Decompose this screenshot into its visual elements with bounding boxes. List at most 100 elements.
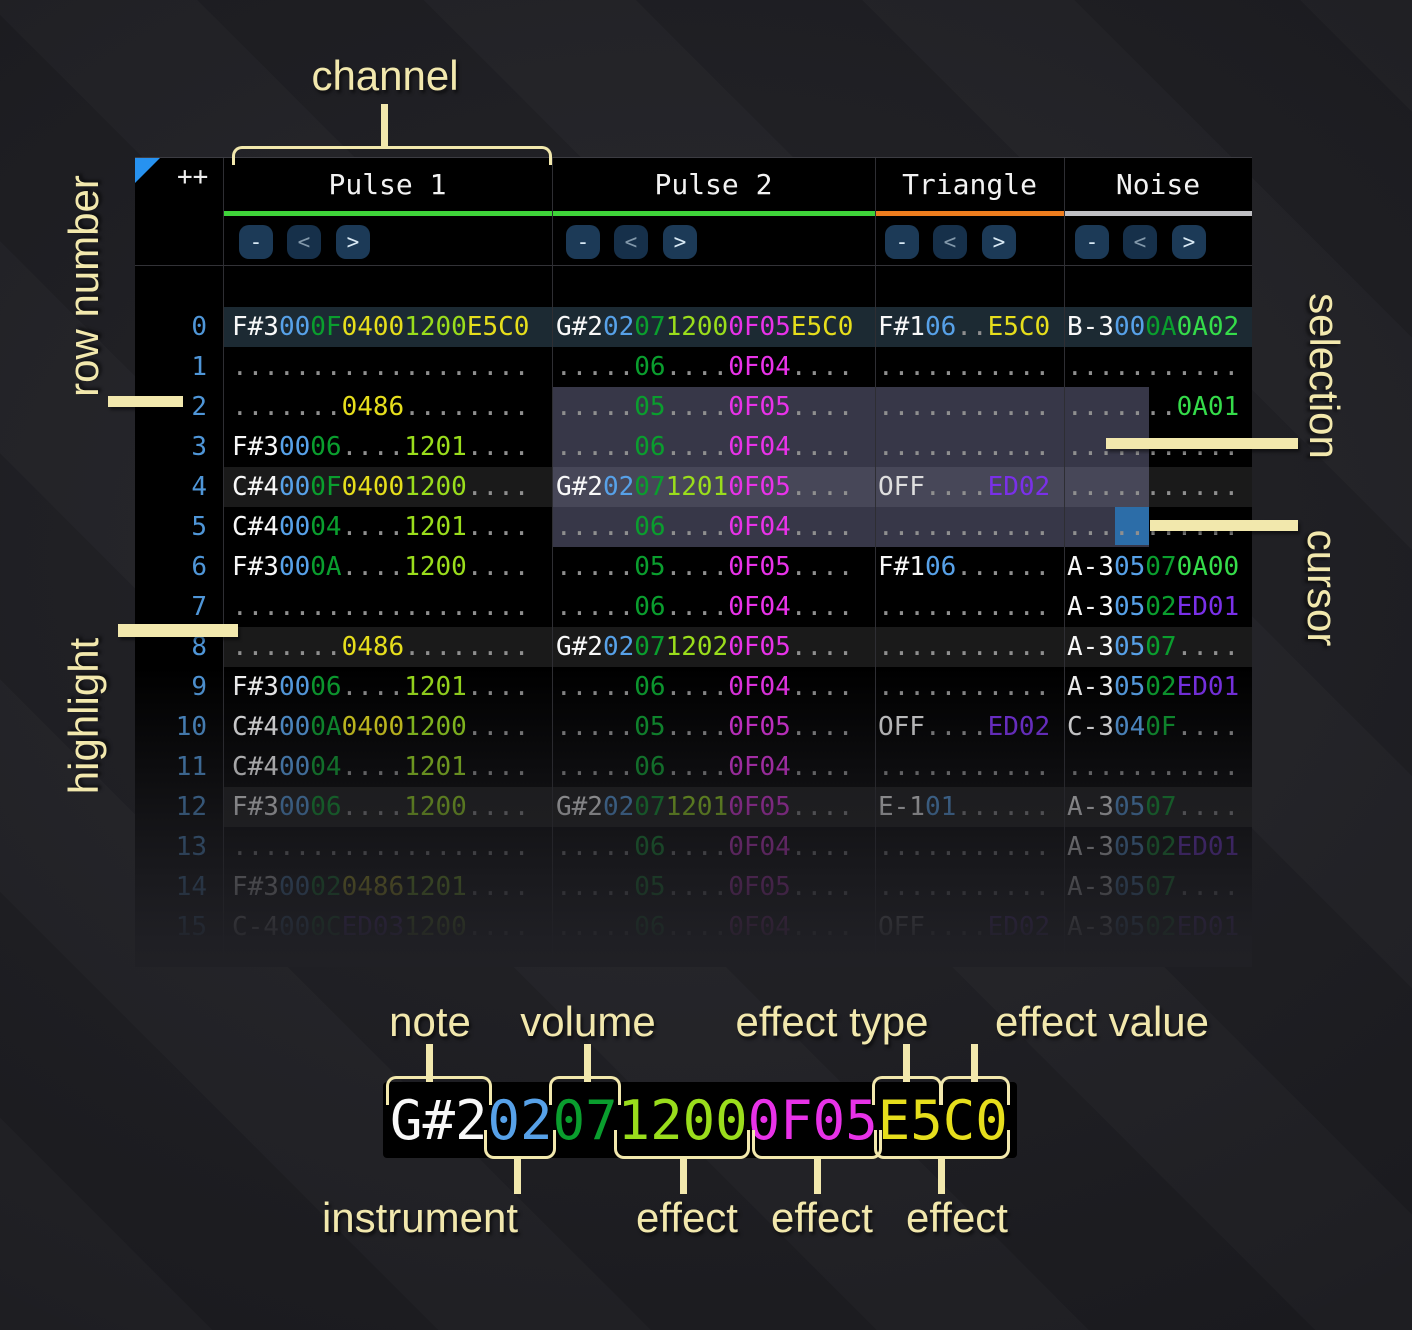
pattern-cell-p1[interactable]: F#3000F04001200E5C0: [232, 307, 529, 347]
pattern-cell-tri[interactable]: ...........: [878, 387, 1050, 427]
pattern-cell-p1[interactable]: F#30006....1201....: [232, 427, 529, 467]
pattern-segment-fm: 0F05: [728, 472, 791, 502]
pattern-cell-p1[interactable]: ...................: [232, 347, 529, 387]
header-divider: [135, 265, 1252, 266]
channel-prev-button[interactable]: <: [287, 225, 321, 259]
pattern-segment-dot: ....: [665, 432, 729, 462]
channel-remove-button[interactable]: -: [885, 225, 919, 259]
pattern-cell-p1[interactable]: C#4000F04001200....: [232, 467, 529, 507]
pattern-segment-note: F#3: [232, 432, 279, 462]
channel-next-button[interactable]: >: [1172, 225, 1206, 259]
pattern-cell-p2[interactable]: G#2020712020F05....: [556, 627, 853, 667]
label-selection: selection: [1301, 293, 1348, 459]
selection-pointer: [1106, 438, 1298, 449]
pattern-cell-p2[interactable]: .....05....0F05....: [556, 547, 853, 587]
pattern-segment-fy: 0400: [341, 312, 405, 342]
pattern-cell-tri[interactable]: F#106..E5C0: [878, 307, 1050, 347]
pattern-segment-dot: ....: [665, 592, 729, 622]
pattern-segment-dot: .....: [556, 432, 635, 462]
pattern-segment-dot: ...........: [878, 352, 1051, 382]
channel-remove-button[interactable]: -: [1075, 225, 1109, 259]
pattern-segment-fy: E5C0: [987, 312, 1051, 342]
pattern-cell-tri[interactable]: ...........: [878, 587, 1050, 627]
pattern-segment-vol: 05: [634, 552, 666, 582]
channel-prev-button[interactable]: <: [614, 225, 648, 259]
pattern-cell-tri[interactable]: F#106......: [878, 547, 1050, 587]
pattern-cell-noi[interactable]: B-3000A0A02: [1067, 307, 1239, 347]
pattern-cell-noi[interactable]: ...........: [1067, 347, 1239, 387]
pattern-segment-fm: 0F05: [728, 392, 791, 422]
pattern-cell-noi[interactable]: A-30507....: [1067, 627, 1239, 667]
pattern-cell-p1[interactable]: C#40004....1201....: [232, 507, 529, 547]
pattern-cell-p2[interactable]: G#2020712000F05E5C0: [556, 307, 853, 347]
channel-prev-button[interactable]: <: [1123, 225, 1157, 259]
pattern-cell-p2[interactable]: .....05....0F05....: [556, 387, 853, 427]
pattern-cell-p2[interactable]: G#2020712010F05....: [556, 467, 853, 507]
pattern-row-4: 4 C#4000F04001200.... G#2020712010F05.... O…: [135, 467, 1252, 507]
pattern-cell-p1[interactable]: .......0486........: [232, 627, 529, 667]
channel-header-noise[interactable]: Noise: [1115, 168, 1201, 201]
channel-next-button[interactable]: >: [982, 225, 1016, 259]
pattern-cell-noi[interactable]: ...........: [1067, 467, 1239, 507]
pattern-cell-p2[interactable]: .....06....0F04....: [556, 507, 853, 547]
pattern-segment-fy: 0486: [341, 392, 405, 422]
row-number: 0: [191, 312, 207, 342]
pattern-cell-p1[interactable]: F#3000A....1200....: [232, 547, 529, 587]
pattern-row-1: 1................... .....06....0F04.....…: [135, 347, 1252, 387]
pattern-segment-vol: 07: [1145, 552, 1177, 582]
pattern-segment-note: C#4: [232, 472, 279, 502]
pattern-cell-p2[interactable]: .....06....0F04....: [556, 587, 853, 627]
pattern-segment-note: A-3: [1067, 632, 1114, 662]
pattern-cell-tri[interactable]: ...........: [878, 427, 1050, 467]
volume-bracket: [549, 1076, 621, 1105]
pattern-cell-noi[interactable]: .......0A01: [1067, 387, 1239, 427]
pattern-cell-noi[interactable]: A-305070A00: [1067, 547, 1239, 587]
channel-remove-button[interactable]: -: [239, 225, 273, 259]
pattern-segment-dot: ....: [790, 552, 854, 582]
channel-header-pulse1[interactable]: Pulse 1: [328, 168, 447, 201]
pattern-segment-dot: ..: [956, 312, 988, 342]
pattern-segment-inst: 06: [924, 312, 957, 342]
pattern-segment-note: B-3: [1067, 312, 1114, 342]
pattern-row-6: 6 F#3000A....1200.... .....05....0F05.... F…: [135, 547, 1252, 587]
channel-pointer-stem: [381, 104, 388, 148]
pattern-segment-fm: 0F05: [728, 632, 791, 662]
pattern-cell-p2[interactable]: .....06....0F04....: [556, 347, 853, 387]
pattern-segment-inst: 00: [278, 472, 311, 502]
pattern-cell-noi[interactable]: A-30502ED01: [1067, 587, 1239, 627]
pattern-cell-p1[interactable]: ...................: [232, 587, 529, 627]
channel-next-button[interactable]: >: [336, 225, 370, 259]
expand-button[interactable]: ++: [177, 162, 209, 192]
channel-header-pulse2[interactable]: Pulse 2: [654, 168, 773, 201]
note-stem: [426, 1044, 433, 1082]
pattern-segment-dot: .....: [556, 392, 635, 422]
pattern-segment-note: G#2: [556, 632, 603, 662]
pattern-segment-vol: 06: [634, 432, 666, 462]
pattern-segment-dot: .......: [232, 632, 342, 662]
pattern-segment-fp: ED01: [1176, 592, 1240, 622]
pattern-cell-tri[interactable]: OFF....ED02: [878, 467, 1050, 507]
pattern-cell-p2[interactable]: .....06....0F04....: [556, 427, 853, 467]
channel-prev-button[interactable]: <: [933, 225, 967, 259]
pattern-segment-dot: ....: [466, 552, 530, 582]
pattern-segment-dot: ....: [341, 432, 405, 462]
channel-remove-button[interactable]: -: [566, 225, 600, 259]
pattern-segment-vol: 0F: [310, 312, 342, 342]
pattern-row-0: 0 F#3000F04001200E5C0 G#2020712000F05E5C0 F…: [135, 307, 1252, 347]
pattern-cell-tri[interactable]: ...........: [878, 507, 1050, 547]
row-highlight-major: [223, 307, 1252, 347]
channel-next-button[interactable]: >: [663, 225, 697, 259]
pattern-segment-fm: 0F05: [747, 1089, 878, 1152]
column-divider: [223, 157, 224, 962]
pattern-segment-vol: 07: [634, 472, 666, 502]
column-divider: [552, 157, 553, 962]
channel-header-triangle[interactable]: Triangle: [902, 168, 1037, 201]
pattern-cell-tri[interactable]: ...........: [878, 627, 1050, 667]
pattern-segment-vol: 07: [1145, 632, 1177, 662]
pattern-segment-fm: 0F05: [728, 312, 791, 342]
pattern-cell-p1[interactable]: .......0486........: [232, 387, 529, 427]
pattern-cell-tri[interactable]: ...........: [878, 347, 1050, 387]
row-highlight-minor: [223, 467, 1252, 507]
corner-triangle-icon: [135, 158, 160, 183]
pattern-segment-vol: 06: [634, 512, 666, 542]
